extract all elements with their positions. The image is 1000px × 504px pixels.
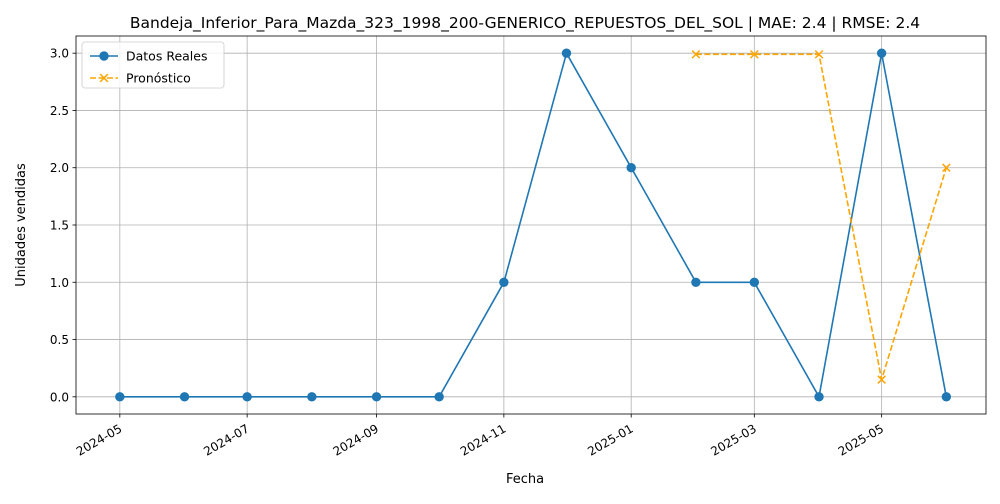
series-pronostico: [691, 49, 951, 384]
data-point-datos-reales: [876, 48, 887, 58]
data-point-datos-reales: [179, 392, 190, 402]
legend: Datos Reales Pronóstico: [81, 41, 225, 89]
data-point-datos-reales: [749, 277, 760, 287]
data-point-pronostico: [814, 49, 824, 59]
y-tick-label: 1.0: [50, 276, 69, 290]
data-point-datos-reales: [691, 277, 701, 287]
series-layer: [115, 48, 952, 402]
y-axis-label: Unidades vendidas: [14, 163, 29, 287]
data-point-datos-reales: [561, 48, 572, 58]
data-point-pronostico: [942, 163, 951, 173]
data-point-datos-reales: [115, 392, 125, 402]
data-point-pronostico-stroke: [749, 49, 759, 59]
data-point-datos-reales: [242, 392, 252, 402]
series-datos-reales: [115, 48, 952, 402]
y-tick-label: 2.5: [50, 104, 69, 118]
legend-entry-label: Pronóstico: [126, 71, 191, 86]
y-tick-label: 0.0: [50, 390, 69, 404]
data-point-pronostico: [749, 49, 759, 59]
y-tick-label: 1.5: [50, 219, 69, 233]
data-point-pronostico: [877, 375, 886, 384]
legend-box: [81, 41, 225, 89]
data-point-datos-reales: [371, 392, 382, 402]
data-point-pronostico-stroke: [691, 49, 701, 59]
data-point-datos-reales: [814, 392, 824, 402]
data-point-datos-reales: [499, 277, 509, 287]
data-point-pronostico-stroke: [814, 49, 824, 59]
data-point-datos-reales: [434, 392, 444, 402]
series-line-datos-reales: [119, 52, 948, 398]
y-tick-label: 3.0: [50, 47, 69, 61]
data-point-pronostico-stroke: [877, 375, 886, 384]
legend-marker: [99, 73, 109, 83]
legend-entry-label: Datos Reales: [126, 49, 207, 64]
data-point-pronostico: [691, 49, 701, 59]
y-tick-label: 0.5: [50, 333, 69, 347]
y-tick-label: 2.0: [50, 161, 69, 175]
x-axis-label: Fecha: [506, 472, 544, 487]
legend-marker-stroke: [99, 73, 109, 83]
data-point-pronostico-stroke: [942, 163, 951, 173]
legend-marker: [99, 51, 109, 61]
data-point-datos-reales: [941, 392, 952, 402]
data-point-datos-reales: [307, 392, 317, 402]
data-point-datos-reales: [626, 163, 636, 173]
chart-title: Bandeja_Inferior_Para_Mazda_323_1998_200…: [130, 14, 920, 33]
